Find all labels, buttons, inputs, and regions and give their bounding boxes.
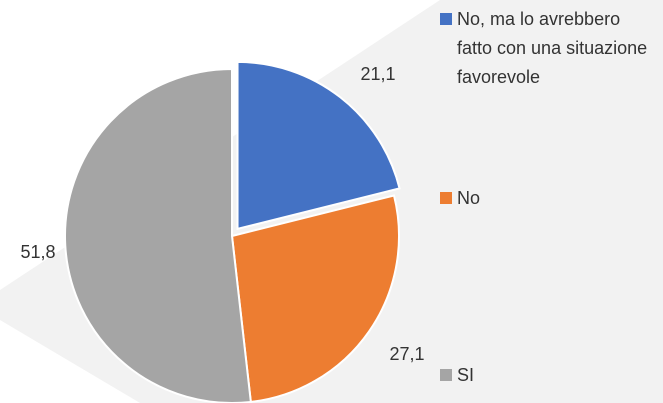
data-label: 21,1	[360, 64, 395, 84]
legend-swatch	[440, 369, 452, 381]
legend-item: No, ma lo avrebbero fatto con una situaz…	[440, 5, 655, 92]
legend-label: No	[457, 188, 481, 208]
legend-swatch	[440, 192, 452, 204]
data-label: 51,8	[20, 242, 55, 262]
pie-slice	[64, 67, 252, 403]
data-label: 27,1	[389, 344, 424, 364]
legend-item: No	[440, 184, 655, 213]
pie-slice	[236, 60, 401, 231]
pie-slice	[230, 194, 400, 403]
legend-label: SI	[457, 365, 475, 385]
legend-swatch	[440, 13, 452, 25]
legend-label: No, ma lo avrebbero fatto con una situaz…	[457, 9, 648, 87]
legend-item: SI	[440, 361, 655, 390]
